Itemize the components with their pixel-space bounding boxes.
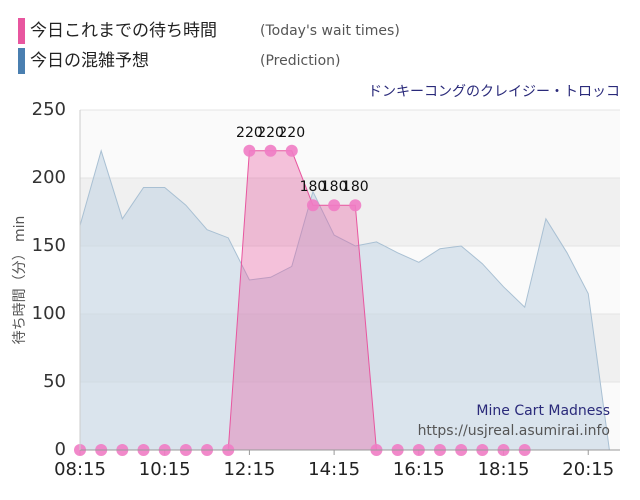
area: [79, 149, 610, 451]
chart-title: ドンキーコングのクレイジー・トロッコ: [368, 84, 620, 100]
data-label: 180: [342, 179, 369, 195]
marker: [328, 199, 341, 212]
y-tick-label: 150: [32, 235, 66, 256]
x-tick-label: 08:15: [54, 459, 106, 480]
data-label: 220: [257, 125, 284, 141]
marker: [264, 144, 277, 157]
y-tick-label: 100: [32, 303, 66, 324]
x-tick-label: 18:15: [478, 459, 530, 480]
legend-note: (Prediction): [260, 53, 340, 69]
y-tick-label: 250: [32, 99, 66, 120]
y-tick-label: 200: [32, 167, 66, 188]
legend-note: (Today's wait times): [260, 23, 400, 39]
y-axis-label: 待ち時間（分） min: [12, 216, 28, 345]
annotation: Mine Cart Madness: [476, 403, 610, 419]
data-label: 220: [278, 125, 305, 141]
x-tick-label: 20:15: [562, 459, 614, 480]
x-tick-label: 12:15: [223, 459, 275, 480]
y-tick-label: 0: [55, 439, 66, 460]
annotation: https://usjreal.asumirai.info: [418, 423, 610, 439]
x-tick-label: 10:15: [139, 459, 191, 480]
marker: [349, 199, 362, 212]
marker: [285, 144, 298, 157]
legend-label: 今日これまでの待ち時間: [30, 21, 217, 41]
marker: [306, 199, 319, 212]
x-tick-label: 16:15: [393, 459, 445, 480]
x-tick-label: 14:15: [308, 459, 360, 480]
y-tick-label: 50: [43, 371, 66, 392]
marker: [243, 144, 256, 157]
legend-swatch: [18, 48, 25, 74]
legend-label: 今日の混雑予想: [30, 51, 149, 71]
data-label: 220: [236, 125, 263, 141]
data-label: 180: [321, 179, 348, 195]
data-label: 180: [300, 179, 327, 195]
legend-swatch: [18, 18, 25, 44]
